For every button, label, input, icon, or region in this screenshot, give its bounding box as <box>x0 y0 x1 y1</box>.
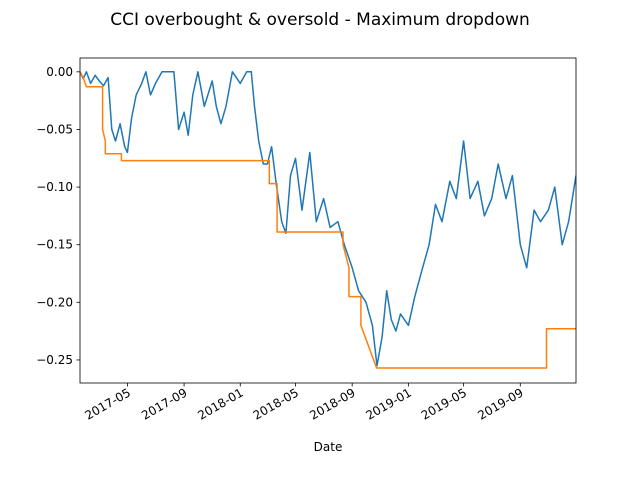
y-tick-label: −0.25 <box>36 353 73 367</box>
series-line-1 <box>80 71 576 367</box>
chart-title: CCI overbought & oversold - Maximum drop… <box>110 10 530 30</box>
y-tick-label: −0.20 <box>36 295 73 309</box>
y-tick-label: −0.05 <box>36 122 73 136</box>
y-tick-label: −0.10 <box>36 180 73 194</box>
y-tick-label: −0.15 <box>36 238 73 252</box>
plot-area-frame <box>79 57 577 384</box>
y-tick-label: 0.00 <box>46 65 73 79</box>
series-line-2 <box>80 71 576 369</box>
x-axis-label: Date <box>314 440 343 454</box>
